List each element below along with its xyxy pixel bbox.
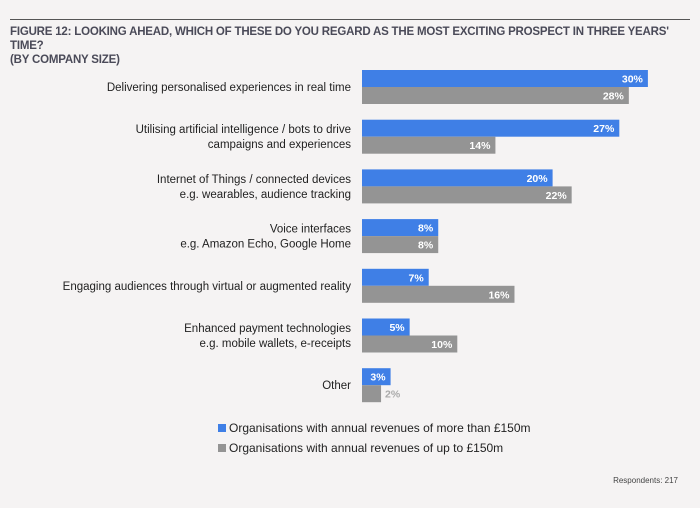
respondents-note: Respondents: 217: [613, 476, 678, 485]
legend-item-small: Organisations with annual revenues of up…: [218, 441, 503, 455]
data-label: 8%: [418, 240, 434, 252]
data-label: 3%: [370, 372, 386, 384]
category-label: campaigns and experiences: [208, 139, 351, 151]
data-label: 14%: [469, 140, 491, 152]
bar-small-org: [362, 186, 572, 204]
title-rule: [10, 19, 690, 20]
bar-chart: Delivering personalised experiences in r…: [63, 70, 648, 403]
subtitle-text: (BY COMPANY SIZE): [10, 54, 120, 66]
category-label: e.g. mobile wallets, e-receipts: [200, 338, 352, 350]
data-label: 28%: [603, 91, 625, 103]
data-label: 20%: [527, 173, 549, 185]
category-label: Utilising artificial intelligence / bots…: [136, 124, 351, 136]
bar-large-org: [362, 169, 553, 187]
bar-small-org: [362, 87, 629, 104]
data-label: 7%: [409, 272, 425, 284]
category-label: Other: [322, 380, 351, 392]
bar-large-org: [362, 368, 391, 386]
bar-large-org: [362, 70, 648, 87]
legend-label: Organisations with annual revenues of mo…: [229, 421, 531, 435]
category-label: e.g. wearables, audience tracking: [180, 189, 351, 201]
legend-item-large: Organisations with annual revenues of mo…: [218, 421, 531, 435]
bar-large-org: [362, 268, 429, 286]
bar-small-org: [362, 136, 496, 154]
legend-swatch-gray: [218, 444, 226, 452]
category-label: e.g. Amazon Echo, Google Home: [180, 239, 351, 251]
legend-swatch-blue: [218, 424, 226, 432]
data-label: 2%: [385, 389, 401, 401]
data-label: 30%: [622, 74, 644, 86]
category-label: Voice interfaces: [270, 224, 351, 236]
data-label: 22%: [546, 190, 568, 202]
bar-large-org: [362, 219, 439, 237]
bar-large-org: [362, 119, 620, 137]
bar-small-org: [362, 285, 515, 303]
legend-label: Organisations with annual revenues of up…: [229, 441, 504, 455]
category-label: Engaging audiences through virtual or au…: [63, 281, 352, 293]
bar-large-org: [362, 318, 410, 336]
chart-title: FIGURE 12: LOOKING AHEAD, WHICH OF THESE…: [10, 25, 690, 67]
bar-small-org: [362, 385, 382, 403]
data-label: 16%: [488, 289, 510, 301]
data-label: 10%: [431, 339, 453, 351]
data-label: 8%: [418, 223, 434, 235]
category-label: Internet of Things / connected devices: [157, 174, 351, 186]
bar-small-org: [362, 236, 439, 254]
data-label: 27%: [593, 123, 615, 135]
title-text: FIGURE 12: LOOKING AHEAD, WHICH OF THESE…: [10, 26, 669, 52]
category-label: Delivering personalised experiences in r…: [107, 82, 351, 94]
bar-small-org: [362, 335, 458, 353]
category-label: Enhanced payment technologies: [184, 323, 351, 335]
data-label: 5%: [389, 322, 405, 334]
